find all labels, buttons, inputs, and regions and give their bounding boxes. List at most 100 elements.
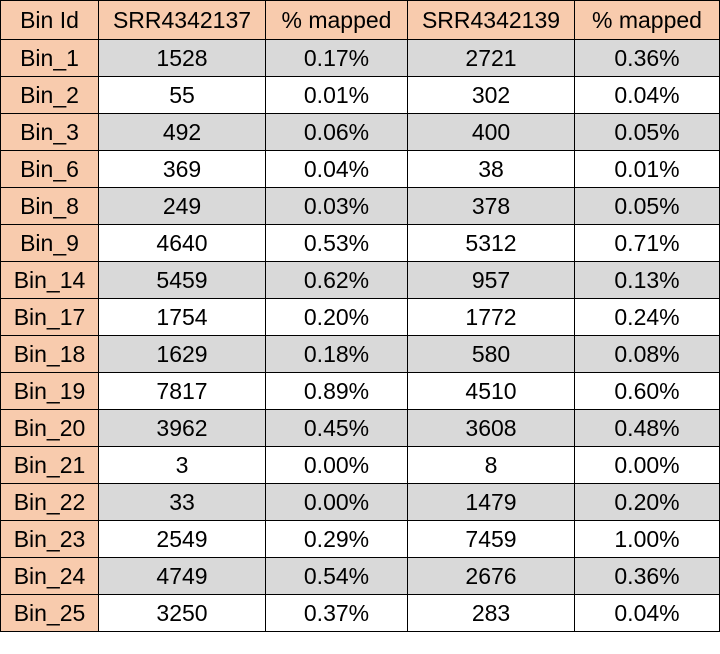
bin-id-cell: Bin_22 (0, 483, 99, 521)
bin-id-cell: Bin_20 (0, 409, 99, 447)
sample-2-percent-cell: 0.00% (574, 446, 720, 484)
table-row: Bin_22 33 0.00% 1479 0.20% (0, 483, 720, 521)
table-row: Bin_6 369 0.04% 38 0.01% (0, 150, 720, 188)
sample-1-percent-cell: 0.20% (265, 298, 408, 336)
sample-2-count-cell: 378 (407, 187, 575, 225)
sample-1-count-cell: 4749 (98, 557, 266, 595)
table-row: Bin_17 1754 0.20% 1772 0.24% (0, 298, 720, 336)
table-row: Bin_3 492 0.06% 400 0.05% (0, 113, 720, 151)
bin-id-cell: Bin_24 (0, 557, 99, 595)
bin-id-cell: Bin_2 (0, 76, 99, 114)
bin-id-cell: Bin_21 (0, 446, 99, 484)
bin-id-cell: Bin_23 (0, 520, 99, 558)
sample-2-percent-cell: 0.20% (574, 483, 720, 521)
sample-2-count-cell: 1479 (407, 483, 575, 521)
sample-1-percent-cell: 0.45% (265, 409, 408, 447)
table-row: Bin_8 249 0.03% 378 0.05% (0, 187, 720, 225)
sample-1-percent-cell: 0.89% (265, 372, 408, 410)
sample-2-count-cell: 957 (407, 261, 575, 299)
header-percent-mapped-2: % mapped (574, 0, 720, 40)
bin-id-cell: Bin_19 (0, 372, 99, 410)
bin-id-cell: Bin_8 (0, 187, 99, 225)
table-row: Bin_21 3 0.00% 8 0.00% (0, 446, 720, 484)
table-body: Bin_1 1528 0.17% 2721 0.36% Bin_2 55 0.01% 302 0.… (0, 39, 720, 632)
header-sample-2: SRR4342139 (407, 0, 575, 40)
table-row: Bin_25 3250 0.37% 283 0.04% (0, 594, 720, 632)
sample-2-count-cell: 283 (407, 594, 575, 632)
sample-2-count-cell: 3608 (407, 409, 575, 447)
sample-2-count-cell: 2676 (407, 557, 575, 595)
sample-2-percent-cell: 0.71% (574, 224, 720, 262)
sample-1-percent-cell: 0.03% (265, 187, 408, 225)
sample-2-count-cell: 7459 (407, 520, 575, 558)
sample-1-percent-cell: 0.53% (265, 224, 408, 262)
sample-2-count-cell: 400 (407, 113, 575, 151)
sample-2-count-cell: 4510 (407, 372, 575, 410)
sample-2-percent-cell: 0.48% (574, 409, 720, 447)
sample-1-percent-cell: 0.00% (265, 446, 408, 484)
sample-2-percent-cell: 0.36% (574, 39, 720, 77)
sample-1-percent-cell: 0.00% (265, 483, 408, 521)
sample-1-count-cell: 5459 (98, 261, 266, 299)
bin-id-cell: Bin_18 (0, 335, 99, 373)
sample-2-count-cell: 580 (407, 335, 575, 373)
sample-1-count-cell: 55 (98, 76, 266, 114)
sample-1-percent-cell: 0.29% (265, 520, 408, 558)
sample-1-percent-cell: 0.04% (265, 150, 408, 188)
table-row: Bin_18 1629 0.18% 580 0.08% (0, 335, 720, 373)
sample-2-percent-cell: 0.24% (574, 298, 720, 336)
sample-2-count-cell: 8 (407, 446, 575, 484)
sample-2-count-cell: 2721 (407, 39, 575, 77)
sample-2-percent-cell: 1.00% (574, 520, 720, 558)
table-row: Bin_23 2549 0.29% 7459 1.00% (0, 520, 720, 558)
header-bin-id: Bin Id (0, 0, 99, 40)
table-row: Bin_24 4749 0.54% 2676 0.36% (0, 557, 720, 595)
table-row: Bin_14 5459 0.62% 957 0.13% (0, 261, 720, 299)
sample-1-count-cell: 369 (98, 150, 266, 188)
sample-2-percent-cell: 0.36% (574, 557, 720, 595)
sample-2-percent-cell: 0.05% (574, 187, 720, 225)
sample-2-count-cell: 1772 (407, 298, 575, 336)
sample-1-count-cell: 1754 (98, 298, 266, 336)
sample-2-count-cell: 302 (407, 76, 575, 114)
header-percent-mapped-1: % mapped (265, 0, 408, 40)
header-row: Bin Id SRR4342137 % mapped SRR4342139 % … (0, 0, 720, 40)
sample-1-count-cell: 1528 (98, 39, 266, 77)
bin-id-cell: Bin_6 (0, 150, 99, 188)
sample-1-count-cell: 33 (98, 483, 266, 521)
sample-1-count-cell: 7817 (98, 372, 266, 410)
bin-id-cell: Bin_9 (0, 224, 99, 262)
sample-1-count-cell: 3962 (98, 409, 266, 447)
bin-mapping-table: Bin Id SRR4342137 % mapped SRR4342139 % … (0, 0, 720, 632)
bin-id-cell: Bin_14 (0, 261, 99, 299)
table-header: Bin Id SRR4342137 % mapped SRR4342139 % … (0, 0, 720, 40)
sample-1-percent-cell: 0.17% (265, 39, 408, 77)
table-row: Bin_20 3962 0.45% 3608 0.48% (0, 409, 720, 447)
sample-1-count-cell: 3 (98, 446, 266, 484)
sample-1-percent-cell: 0.18% (265, 335, 408, 373)
bin-id-cell: Bin_17 (0, 298, 99, 336)
sample-1-percent-cell: 0.54% (265, 557, 408, 595)
sample-2-percent-cell: 0.05% (574, 113, 720, 151)
table-row: Bin_19 7817 0.89% 4510 0.60% (0, 372, 720, 410)
sample-1-count-cell: 2549 (98, 520, 266, 558)
sample-2-percent-cell: 0.01% (574, 150, 720, 188)
sample-2-percent-cell: 0.08% (574, 335, 720, 373)
sample-1-count-cell: 4640 (98, 224, 266, 262)
bin-id-cell: Bin_25 (0, 594, 99, 632)
sample-1-count-cell: 1629 (98, 335, 266, 373)
header-sample-1: SRR4342137 (98, 0, 266, 40)
sample-1-count-cell: 249 (98, 187, 266, 225)
table-row: Bin_1 1528 0.17% 2721 0.36% (0, 39, 720, 77)
bin-id-cell: Bin_1 (0, 39, 99, 77)
sample-2-percent-cell: 0.13% (574, 261, 720, 299)
sample-1-count-cell: 3250 (98, 594, 266, 632)
table-row: Bin_9 4640 0.53% 5312 0.71% (0, 224, 720, 262)
sample-2-percent-cell: 0.60% (574, 372, 720, 410)
sample-1-percent-cell: 0.62% (265, 261, 408, 299)
table-row: Bin_2 55 0.01% 302 0.04% (0, 76, 720, 114)
sample-1-percent-cell: 0.37% (265, 594, 408, 632)
bin-id-cell: Bin_3 (0, 113, 99, 151)
sample-2-count-cell: 38 (407, 150, 575, 188)
sample-1-percent-cell: 0.06% (265, 113, 408, 151)
